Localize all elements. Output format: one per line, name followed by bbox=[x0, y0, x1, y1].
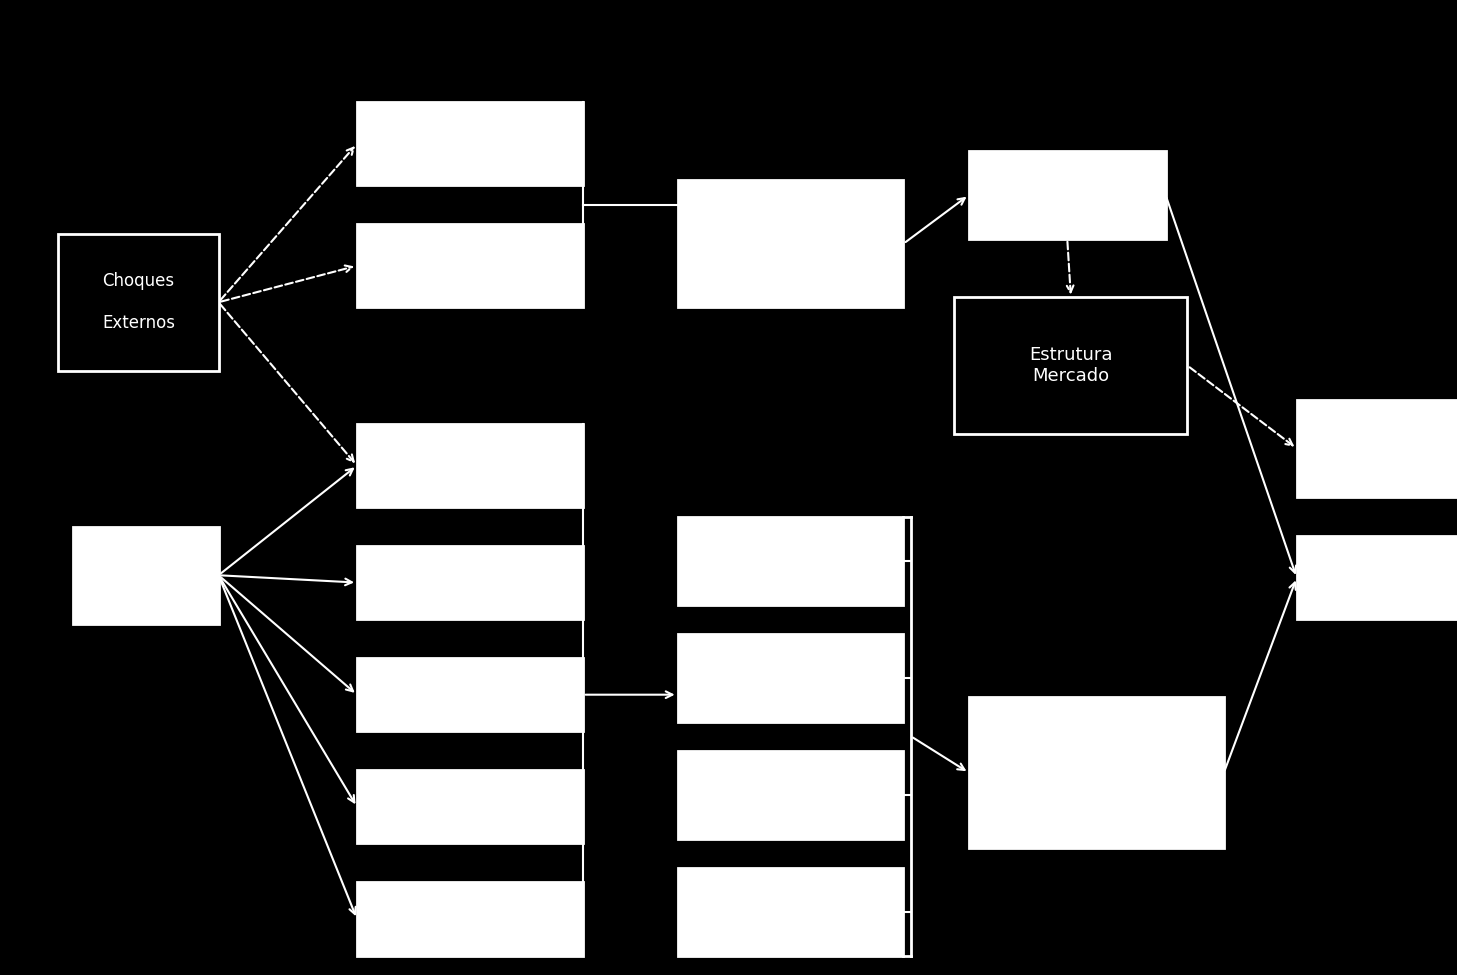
Text: Estrutura
Mercado: Estrutura Mercado bbox=[1029, 346, 1113, 385]
FancyBboxPatch shape bbox=[678, 634, 903, 722]
FancyBboxPatch shape bbox=[357, 882, 583, 956]
FancyBboxPatch shape bbox=[357, 424, 583, 507]
FancyBboxPatch shape bbox=[1297, 536, 1457, 619]
FancyBboxPatch shape bbox=[73, 526, 219, 624]
FancyBboxPatch shape bbox=[357, 224, 583, 307]
FancyBboxPatch shape bbox=[678, 868, 903, 956]
FancyBboxPatch shape bbox=[357, 546, 583, 619]
FancyBboxPatch shape bbox=[969, 697, 1224, 848]
FancyBboxPatch shape bbox=[357, 658, 583, 731]
FancyBboxPatch shape bbox=[678, 751, 903, 838]
FancyBboxPatch shape bbox=[969, 151, 1166, 239]
FancyBboxPatch shape bbox=[678, 517, 903, 604]
FancyBboxPatch shape bbox=[357, 102, 583, 185]
FancyBboxPatch shape bbox=[357, 770, 583, 843]
FancyBboxPatch shape bbox=[954, 297, 1187, 434]
Text: Choques

Externos: Choques Externos bbox=[102, 272, 175, 332]
FancyBboxPatch shape bbox=[1297, 400, 1457, 497]
FancyBboxPatch shape bbox=[678, 180, 903, 307]
FancyBboxPatch shape bbox=[58, 234, 219, 370]
